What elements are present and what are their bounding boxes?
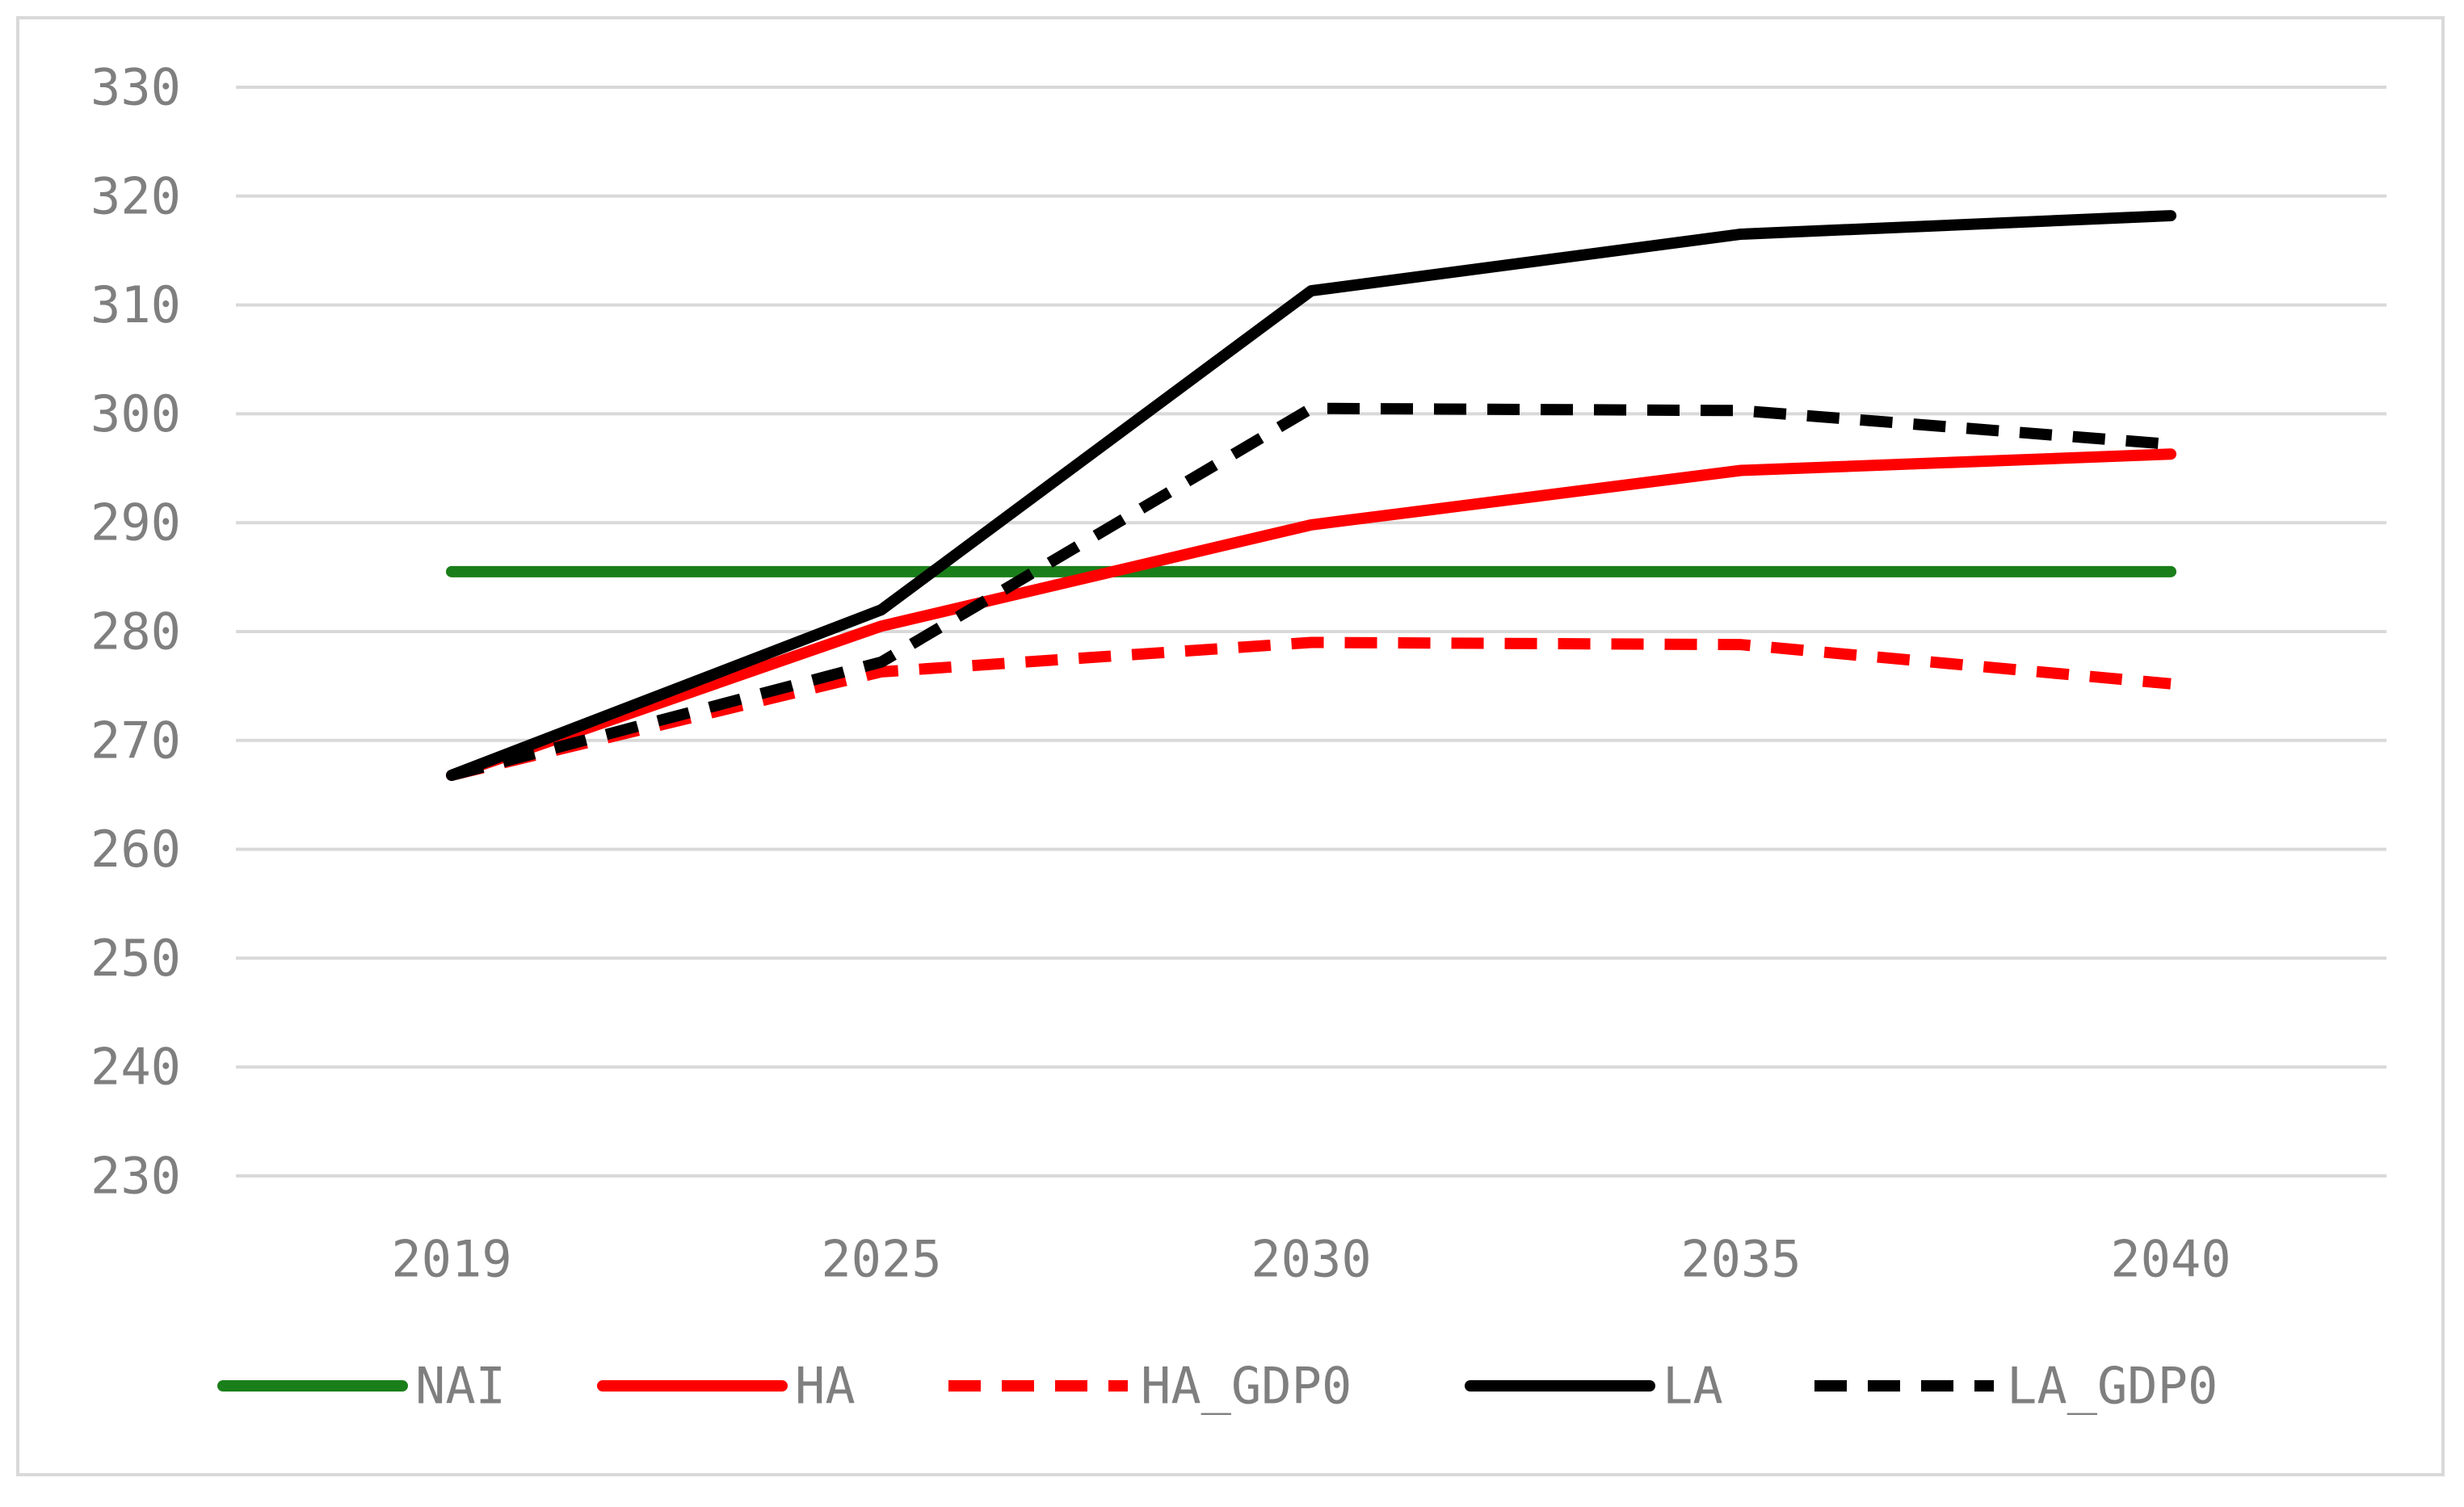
y-tick-label-320: 320 bbox=[90, 166, 181, 225]
y-tick-label-250: 250 bbox=[90, 929, 181, 988]
y-tick-label-290: 290 bbox=[90, 493, 181, 552]
legend-label-la-gdp0: LA_GDP0 bbox=[2007, 1357, 2218, 1416]
y-axis-tick-labels: 230 240 250 260 270 280 290 300 310 320 330 bbox=[90, 58, 181, 1206]
x-tick-label-2025: 2025 bbox=[821, 1230, 941, 1289]
legend-label-ha-gdp0: HA_GDP0 bbox=[1141, 1357, 1352, 1416]
legend-item-ha: HA bbox=[597, 1357, 856, 1416]
legend-item-la-gdp0: LA_GDP0 bbox=[1814, 1357, 2218, 1416]
x-tick-label-2030: 2030 bbox=[1251, 1230, 1371, 1289]
series-line-ha bbox=[446, 448, 2176, 781]
series-line-la-gdp0 bbox=[450, 402, 2172, 781]
legend-item-la: LA bbox=[1465, 1357, 1723, 1416]
x-tick-label-2019: 2019 bbox=[391, 1230, 511, 1289]
gridlines bbox=[236, 86, 2386, 1177]
series-line-la bbox=[446, 210, 2176, 781]
legend-label-la: LA bbox=[1663, 1357, 1723, 1416]
y-tick-label-330: 330 bbox=[90, 58, 181, 117]
chart-frame: 230 240 250 260 270 280 290 300 310 320 330 2019 20… bbox=[16, 16, 2445, 1476]
series-lines bbox=[446, 210, 2176, 781]
y-tick-label-270: 270 bbox=[90, 711, 181, 770]
y-tick-label-300: 300 bbox=[90, 384, 181, 443]
y-tick-label-280: 280 bbox=[90, 602, 181, 661]
legend-item-nai: NAI bbox=[217, 1357, 506, 1416]
legend-item-ha-gdp0: HA_GDP0 bbox=[948, 1357, 1352, 1416]
y-tick-label-230: 230 bbox=[90, 1147, 181, 1206]
x-tick-label-2040: 2040 bbox=[2110, 1230, 2231, 1289]
y-tick-label-240: 240 bbox=[90, 1038, 181, 1097]
legend-label-ha: HA bbox=[795, 1357, 856, 1416]
x-axis-tick-labels: 2019 2025 2030 2035 2040 bbox=[391, 1230, 2231, 1289]
x-tick-label-2035: 2035 bbox=[1680, 1230, 1801, 1289]
series-line-ha-gdp0 bbox=[450, 636, 2172, 781]
y-tick-label-260: 260 bbox=[90, 820, 181, 879]
legend: NAI HA HA_GDP0 LA LA_GDP0 bbox=[217, 1357, 2218, 1416]
y-tick-label-310: 310 bbox=[90, 275, 181, 334]
legend-label-nai: NAI bbox=[415, 1357, 506, 1416]
